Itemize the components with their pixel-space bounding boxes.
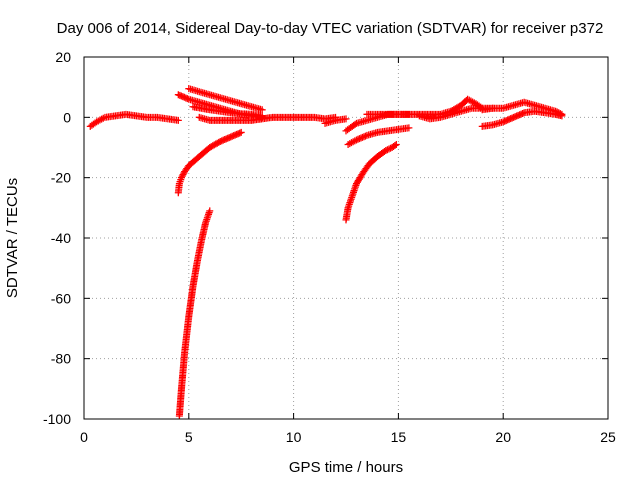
data-point-fill (357, 172, 365, 180)
data-point-fill (383, 146, 391, 154)
data-point-fill (193, 155, 201, 163)
data-point-fill (372, 129, 380, 137)
data-point-fill (519, 109, 527, 117)
x-axis-label: GPS time / hours (289, 459, 403, 476)
data-point-fill (236, 129, 244, 137)
y-tick-label: -80 (51, 351, 71, 367)
data-point-fill (385, 145, 393, 153)
y-tick-label: 20 (55, 49, 71, 65)
data-point-fill (435, 114, 443, 122)
data-point-fill (340, 115, 348, 123)
data-point-fill (345, 125, 353, 133)
plot-frame (83, 56, 609, 420)
data-point-fill (89, 120, 97, 128)
axis-ticks: 0 5 10 15 20 25 -100 -80 -60 -40 -20 0 20 (43, 49, 616, 445)
data-point-fill (497, 118, 505, 126)
data-point-fill (487, 121, 495, 129)
data-point-fill (197, 239, 205, 247)
x-tick-label: 25 (600, 429, 616, 445)
data-point-fill (352, 181, 360, 189)
data-point-fill (177, 176, 185, 184)
data-point-fill (179, 171, 187, 179)
data-point-fill (215, 138, 223, 146)
data-point-fill (508, 114, 516, 122)
data-point-fill (361, 117, 369, 125)
y-tick-label: -60 (51, 290, 71, 306)
data-point-fill (194, 98, 202, 106)
data-point-fill (256, 105, 264, 113)
x-tick-label: 10 (286, 429, 302, 445)
data-point-fill (225, 96, 233, 104)
data-point-fill (556, 111, 564, 119)
data-point-fill (175, 182, 183, 190)
data-point-fill (213, 139, 221, 147)
data-point-fill (194, 87, 202, 95)
x-tick-label: 5 (185, 429, 193, 445)
data-point-fill (351, 137, 359, 145)
data-point-fill (456, 108, 464, 116)
y-tick-label: -20 (51, 170, 71, 186)
data-point-fill (391, 141, 399, 149)
data-point-fill (344, 206, 352, 214)
data-point-fill (330, 117, 338, 125)
data-point-fill (204, 90, 212, 98)
data-point-fill (529, 101, 537, 109)
chart-title: Day 006 of 2014, Sidereal Day-to-day VTE… (57, 20, 604, 37)
data-point-fill (348, 193, 356, 201)
data-point-fill (178, 172, 186, 180)
data-point-fill (98, 115, 106, 123)
data-point-fill (371, 155, 379, 163)
data-point-fill (349, 138, 357, 146)
data-point-fill (183, 95, 191, 103)
data-point-fill (379, 149, 387, 157)
data-point-fill (225, 134, 233, 142)
data-point-fill (205, 209, 213, 217)
data-point-fill (246, 102, 254, 110)
data-point-fill (390, 142, 398, 150)
data-point-fill (201, 221, 209, 229)
data-point-fill (183, 165, 191, 173)
data-point-fill (445, 111, 453, 119)
data-point-fill (235, 99, 243, 107)
data-point-fill (469, 98, 477, 106)
data-point-fill (363, 163, 371, 171)
y-tick-label: 0 (63, 109, 71, 125)
data-point-fill (99, 114, 107, 122)
data-points (86, 85, 566, 420)
data-point-fill (173, 116, 181, 124)
data-point-fill (350, 121, 358, 129)
data-point-fill (351, 120, 359, 128)
data-point-fill (403, 124, 411, 132)
x-tick-label: 15 (391, 429, 407, 445)
x-tick-label: 0 (80, 429, 88, 445)
data-point-fill (361, 132, 369, 140)
y-axis-label: SDTVAR / TECUs (4, 178, 21, 298)
data-point-fill (203, 146, 211, 154)
x-tick-label: 20 (495, 429, 511, 445)
y-tick-label: -100 (43, 411, 71, 427)
data-point-fill (508, 102, 516, 110)
data-point-fill (461, 98, 469, 106)
y-tick-label: -40 (51, 230, 71, 246)
data-point-fill (214, 93, 222, 101)
